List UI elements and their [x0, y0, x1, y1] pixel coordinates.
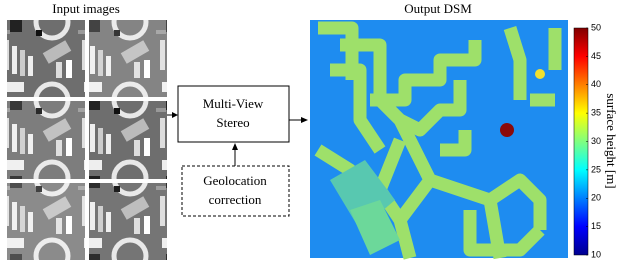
- arrowhead: [301, 117, 308, 123]
- diagram: Input images Multi-View Stereo Geolocati…: [0, 0, 619, 260]
- mvs-label: Stereo: [216, 115, 249, 130]
- colorbar-ticks: 10 15 20 25 30 35 40 45 50: [586, 22, 601, 259]
- colorbar-tick-label: 40: [591, 79, 601, 89]
- colorbar-tick-label: 50: [591, 22, 601, 32]
- input-image: [89, 101, 167, 179]
- mvs-label: Multi-View: [203, 96, 264, 111]
- input-title: Input images: [52, 1, 120, 16]
- dsm-peak: [500, 123, 514, 137]
- colorbar: [574, 28, 588, 255]
- colorbar-tick-label: 25: [591, 164, 601, 174]
- input-image: [7, 183, 85, 260]
- output-dsm: [310, 20, 568, 258]
- colorbar-tick-label: 30: [591, 136, 601, 146]
- input-images: [7, 20, 167, 260]
- input-image: [7, 20, 85, 97]
- arrowhead: [172, 112, 178, 118]
- dsm-peak: [535, 69, 545, 79]
- arrowhead: [232, 143, 238, 150]
- colorbar-tick-label: 20: [591, 193, 601, 203]
- input-image: [89, 183, 167, 260]
- colorbar-label: surface height [m]: [604, 93, 619, 188]
- geolocation-label: correction: [209, 192, 262, 207]
- input-image: [89, 20, 167, 97]
- colorbar-tick-label: 45: [591, 51, 601, 61]
- geolocation-label: Geolocation: [203, 173, 267, 188]
- output-title: Output DSM: [404, 1, 472, 16]
- colorbar-tick-label: 35: [591, 108, 601, 118]
- colorbar-tick-label: 15: [591, 221, 601, 231]
- colorbar-tick-label: 10: [591, 249, 601, 259]
- input-image: [7, 101, 85, 179]
